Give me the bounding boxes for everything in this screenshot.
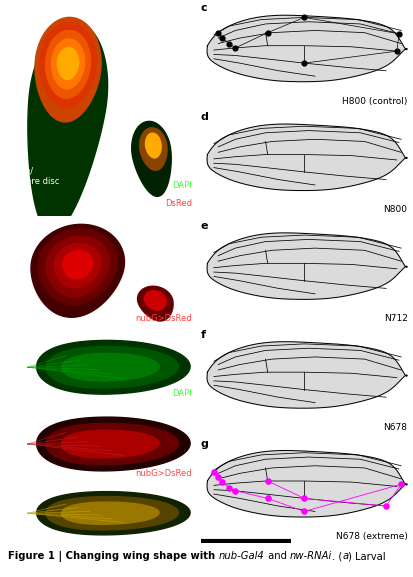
Polygon shape — [131, 121, 171, 196]
Polygon shape — [206, 342, 406, 408]
Polygon shape — [54, 243, 101, 288]
Text: N800: N800 — [383, 205, 407, 215]
Polygon shape — [38, 229, 117, 305]
Point — [214, 472, 221, 481]
Text: a: a — [12, 6, 19, 17]
Text: b′: b′ — [12, 413, 23, 424]
Polygon shape — [62, 354, 159, 381]
Text: N678 (extreme): N678 (extreme) — [335, 532, 407, 541]
Point — [210, 468, 217, 477]
Point — [264, 28, 271, 38]
Polygon shape — [37, 417, 190, 471]
Point — [300, 13, 307, 22]
Polygon shape — [144, 291, 166, 310]
Text: DAPI: DAPI — [172, 389, 192, 398]
Text: nubG>DsRed: nubG>DsRed — [135, 469, 192, 478]
Point — [232, 486, 238, 496]
Polygon shape — [52, 39, 84, 89]
Text: b: b — [12, 336, 20, 347]
Polygon shape — [62, 502, 159, 524]
Polygon shape — [31, 224, 124, 317]
Polygon shape — [63, 250, 93, 279]
Point — [232, 43, 238, 53]
Text: a′: a′ — [12, 224, 22, 234]
Point — [264, 494, 271, 503]
Polygon shape — [206, 15, 406, 82]
Point — [382, 501, 389, 511]
Text: nw-RNAi: nw-RNAi — [289, 552, 331, 561]
Point — [214, 28, 221, 38]
Text: Merge: Merge — [165, 531, 192, 541]
Text: DsRed: DsRed — [165, 198, 192, 208]
Text: e: e — [200, 221, 208, 231]
Polygon shape — [37, 492, 190, 535]
Point — [397, 479, 404, 489]
Polygon shape — [37, 340, 190, 394]
Text: ) Larval: ) Larval — [347, 552, 385, 561]
Polygon shape — [46, 424, 178, 464]
Point — [225, 39, 232, 48]
Point — [300, 494, 307, 503]
Text: nubG>DsRed: nubG>DsRed — [135, 314, 192, 323]
Polygon shape — [57, 47, 78, 80]
Point — [393, 47, 399, 56]
Polygon shape — [145, 133, 161, 158]
Text: Pupal wing: Pupal wing — [10, 389, 56, 398]
Polygon shape — [206, 451, 406, 517]
Polygon shape — [46, 236, 109, 297]
Text: a: a — [342, 552, 347, 561]
Text: b′′: b′′ — [12, 490, 26, 500]
Polygon shape — [28, 22, 107, 233]
Point — [218, 477, 225, 486]
Text: . (: . ( — [331, 552, 342, 561]
Text: nub-Gal4: nub-Gal4 — [218, 552, 264, 561]
Text: DAPI: DAPI — [172, 181, 192, 190]
Polygon shape — [45, 31, 90, 98]
Text: Wing/
haltere disc: Wing/ haltere disc — [10, 167, 59, 186]
Point — [218, 33, 225, 43]
Text: f: f — [200, 329, 205, 340]
Text: N678: N678 — [383, 423, 407, 432]
Polygon shape — [206, 124, 406, 190]
Point — [395, 29, 401, 38]
Polygon shape — [35, 17, 101, 122]
Polygon shape — [46, 497, 178, 530]
Text: Figure 1 | Changing wing shape with: Figure 1 | Changing wing shape with — [8, 552, 218, 563]
Text: and: and — [264, 552, 289, 561]
Point — [264, 477, 271, 486]
Point — [225, 483, 232, 492]
Polygon shape — [206, 233, 406, 299]
Polygon shape — [139, 128, 167, 170]
Point — [300, 507, 307, 516]
Text: c: c — [200, 3, 207, 13]
Polygon shape — [137, 286, 173, 321]
Polygon shape — [62, 430, 159, 458]
Point — [300, 58, 307, 68]
Text: H800 (control): H800 (control) — [342, 96, 407, 106]
Text: d: d — [200, 112, 208, 122]
Text: g: g — [200, 439, 208, 448]
Polygon shape — [46, 347, 178, 388]
Polygon shape — [40, 23, 96, 107]
Text: N712: N712 — [383, 314, 407, 323]
